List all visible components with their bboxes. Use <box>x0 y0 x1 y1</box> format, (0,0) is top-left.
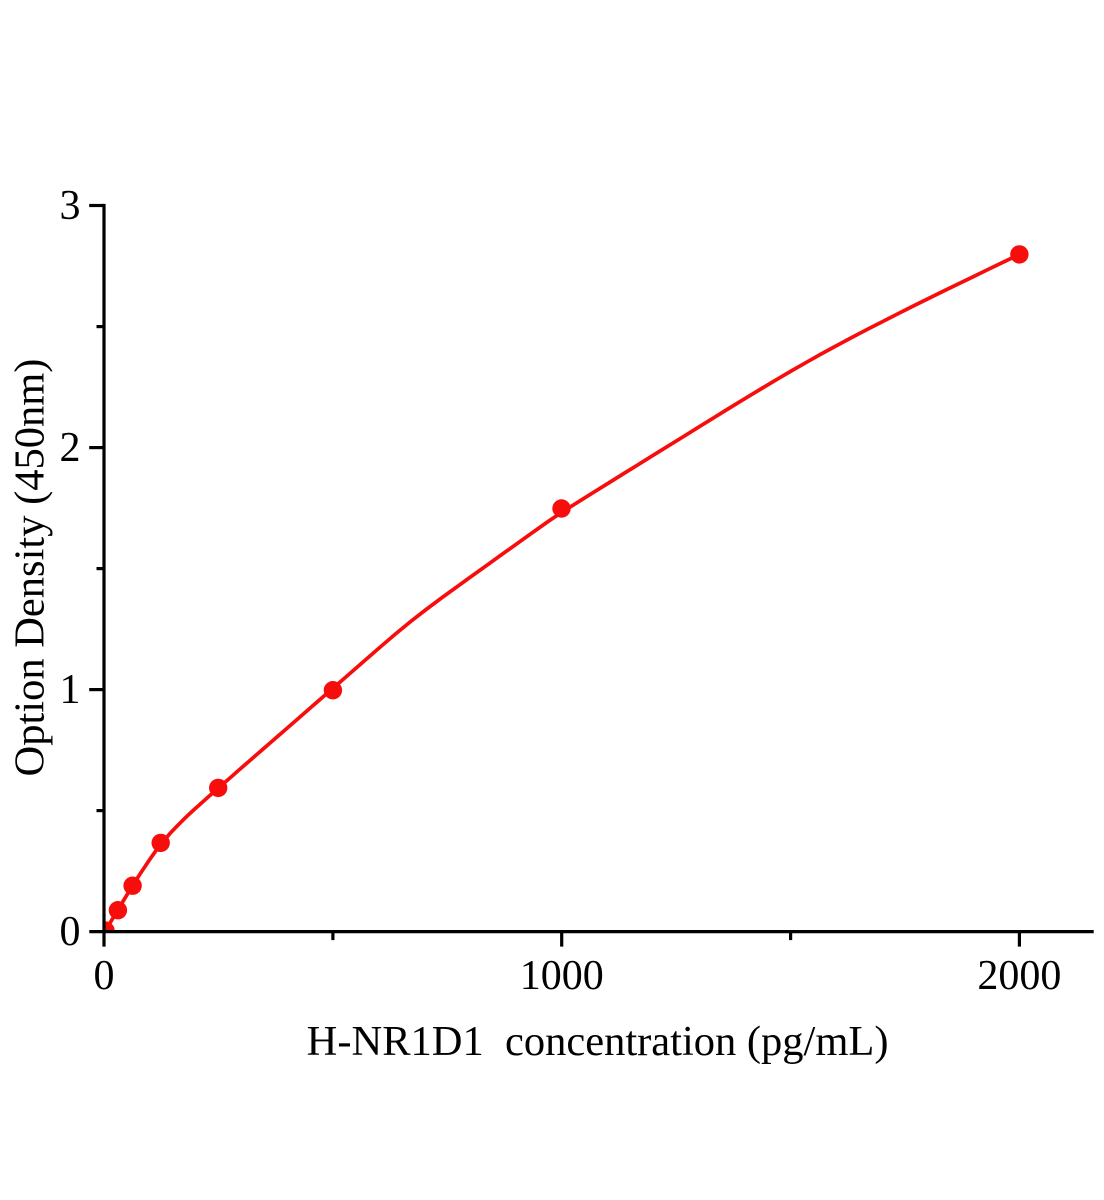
svg-text:2000: 2000 <box>977 953 1061 999</box>
svg-text:2: 2 <box>60 425 81 471</box>
svg-text:0: 0 <box>60 909 81 955</box>
svg-text:H-NR1D1 concentration (pg/mL): H-NR1D1 concentration (pg/mL) <box>307 1018 889 1065</box>
svg-text:1: 1 <box>60 667 81 713</box>
svg-text:0: 0 <box>94 953 115 999</box>
svg-text:3: 3 <box>60 183 81 229</box>
svg-text:Option Density (450nm): Option Density (450nm) <box>7 359 54 777</box>
svg-text:1000: 1000 <box>520 953 604 999</box>
